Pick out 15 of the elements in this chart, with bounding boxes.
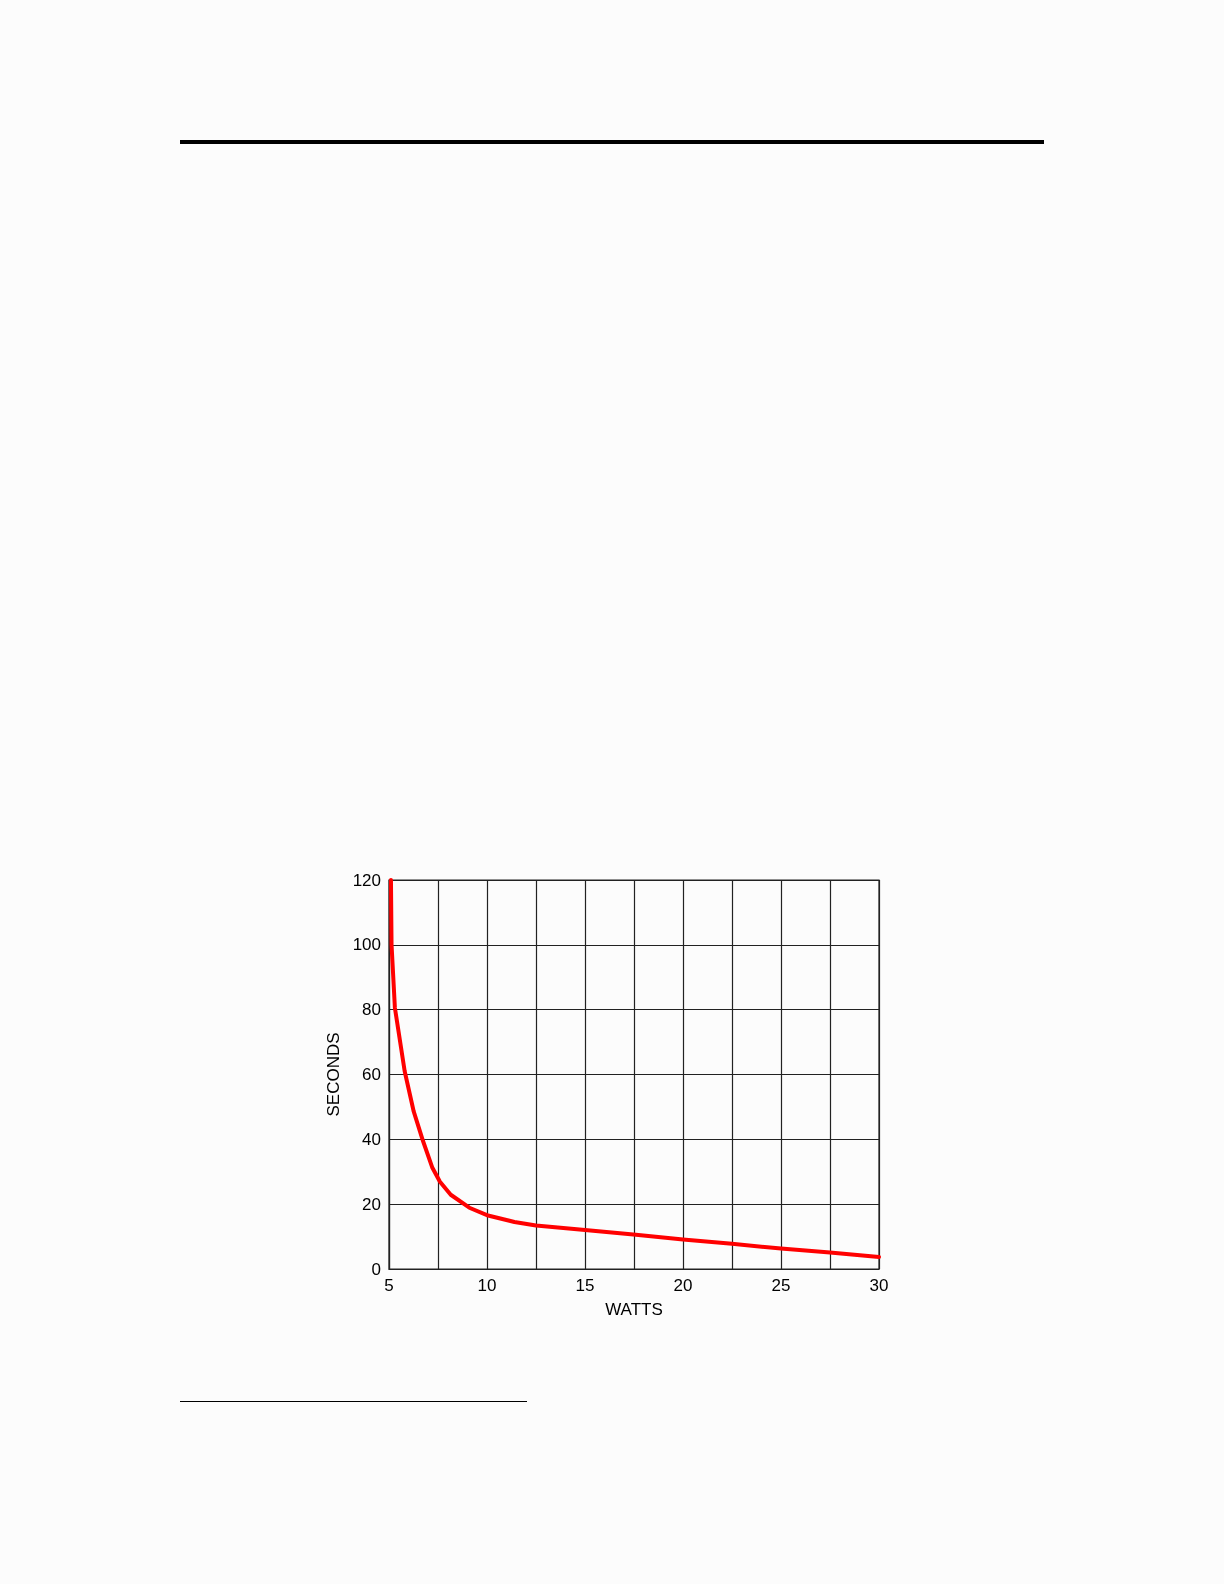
x-tick-label: 5 (384, 1276, 394, 1295)
y-tick-label: 40 (362, 1129, 381, 1149)
x-tick-label: 10 (477, 1276, 497, 1295)
y-tick-label: 0 (371, 1259, 381, 1279)
x-tick-label: 30 (869, 1276, 889, 1295)
x-axis-title: WATTS (605, 1300, 663, 1319)
y-tick-label: 100 (352, 935, 381, 955)
y-axis-title: SECONDS (323, 1032, 343, 1117)
y-tick-label: 120 (352, 870, 381, 890)
x-tick-label: 15 (575, 1276, 595, 1295)
y-tick-label: 80 (362, 1000, 381, 1020)
x-tick-label: 25 (771, 1276, 791, 1295)
y-tick-label: 20 (362, 1194, 381, 1214)
y-tick-label: 60 (362, 1065, 381, 1084)
x-tick-label: 20 (673, 1276, 693, 1295)
